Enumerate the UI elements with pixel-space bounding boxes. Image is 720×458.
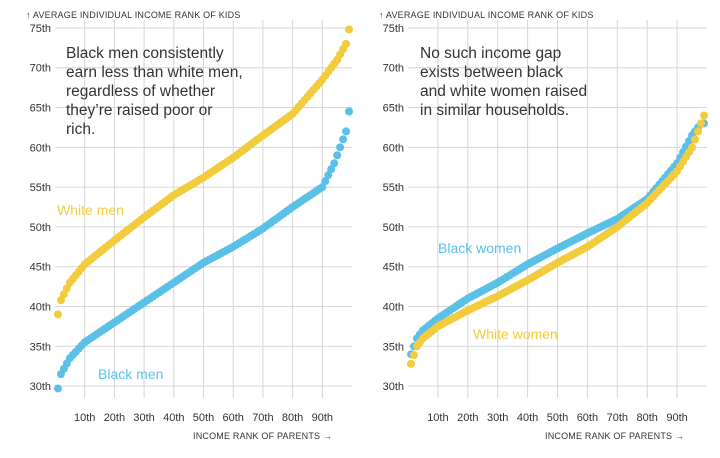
x-tick-label: 50th [547, 412, 568, 424]
y-tick-label: 75th [30, 23, 51, 35]
annotation-men: Black men consistently earn less than wh… [66, 45, 243, 138]
point-black-men [327, 165, 336, 174]
legend-black-men: Black men [98, 366, 164, 382]
x-tick-label: 80th [282, 412, 303, 424]
chart-women-svg: 30th 35th 40th 45th 50th 55th 60th 65th 70th 75th… [383, 20, 709, 424]
y-tick-label: 35th [383, 341, 404, 353]
chart-men-svg: 30th 35th 40th 45th 50th 55th 60th 65th 70th 75th… [30, 20, 354, 424]
point-black-men [342, 127, 351, 136]
y-tick-label: 30th [30, 381, 51, 393]
point-black-men [53, 384, 62, 393]
point-black-men [336, 143, 345, 152]
x-tick-label: 40th [517, 412, 538, 424]
x-tick-label: 30th [487, 412, 508, 424]
point-black-men [324, 171, 333, 180]
y-tick-label: 45th [30, 262, 51, 274]
y-tick-label: 70th [30, 63, 51, 75]
y-axis-label: ↑ AVERAGE INDIVIDUAL INCOME RANK OF KIDS [26, 10, 241, 20]
x-axis-label: INCOME RANK OF PARENTS → [193, 431, 333, 441]
y-tick-label: 40th [383, 301, 404, 313]
y-tick-label: 65th [30, 103, 51, 115]
chart-panel-men: 30th 35th 40th 45th 50th 55th 60th 65th 70th 75th… [0, 0, 355, 458]
x-tick-label: 40th [163, 412, 184, 424]
x-tick-label: 10th [74, 412, 95, 424]
point-black-men [339, 135, 348, 144]
y-tick-label: 55th [30, 182, 51, 194]
chart-panel-women: 30th 35th 40th 45th 50th 55th 60th 65th 70th 75th… [355, 0, 710, 458]
point-white-men [53, 310, 62, 319]
x-tick-label: 60th [577, 412, 598, 424]
point-white-women [691, 135, 700, 144]
y-tick-label: 70th [383, 63, 404, 75]
y-tick-label: 30th [383, 381, 404, 393]
point-white-women [406, 359, 415, 368]
y-tick-label: 50th [30, 222, 51, 234]
y-tick-label: 60th [383, 142, 404, 154]
point-white-women [700, 111, 709, 120]
x-tick-label: 80th [636, 412, 657, 424]
legend-white-women: White women [473, 326, 558, 342]
point-white-men [345, 25, 354, 34]
y-tick-label: 65th [383, 103, 404, 115]
point-white-women [409, 351, 418, 360]
x-tick-label: 90th [666, 412, 687, 424]
legend-white-men: White men [57, 202, 124, 218]
x-tick-label: 50th [193, 412, 214, 424]
y-tick-label: 55th [383, 182, 404, 194]
x-tick-label: 70th [252, 412, 273, 424]
point-white-women [688, 143, 697, 152]
x-axis-label: INCOME RANK OF PARENTS → [545, 431, 685, 441]
point-black-men [345, 107, 354, 116]
x-tick-label: 20th [457, 412, 478, 424]
legend-black-women: Black women [438, 240, 522, 256]
point-black-men [333, 151, 342, 160]
point-white-women [697, 119, 706, 128]
y-axis-label: ↑ AVERAGE INDIVIDUAL INCOME RANK OF KIDS [379, 10, 594, 20]
y-tick-label: 60th [30, 142, 51, 154]
x-tick-label: 20th [104, 412, 125, 424]
annotation-women: No such income gap exists between black … [420, 45, 588, 119]
point-black-men [321, 177, 330, 186]
x-tick-label: 70th [607, 412, 628, 424]
x-tick-label: 10th [427, 412, 448, 424]
point-black-men [330, 159, 339, 168]
x-tick-label: 30th [133, 412, 154, 424]
y-tick-label: 40th [30, 301, 51, 313]
x-tick-label: 60th [222, 412, 243, 424]
point-white-men [342, 39, 351, 48]
x-tick-label: 90th [312, 412, 333, 424]
point-white-women [694, 127, 703, 136]
y-tick-label: 45th [383, 262, 404, 274]
y-tick-label: 35th [30, 341, 51, 353]
y-tick-label: 50th [383, 222, 404, 234]
point-black-men [318, 183, 327, 192]
y-tick-label: 75th [383, 23, 404, 35]
